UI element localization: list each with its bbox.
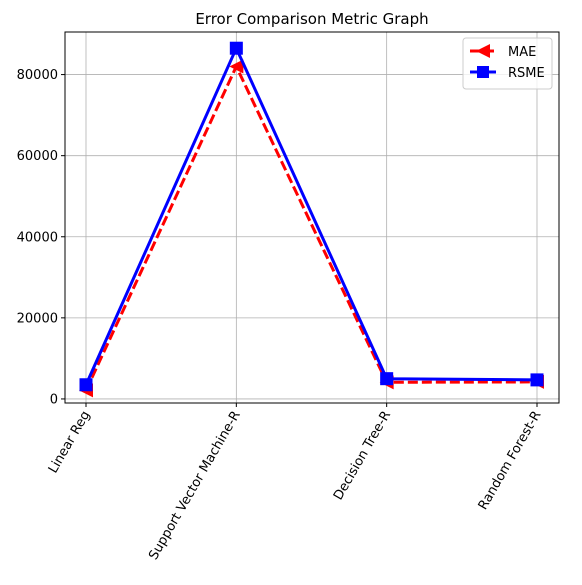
legend-entry-mae: MAE xyxy=(470,44,536,60)
legend-label-rsme: RSME xyxy=(508,66,545,81)
chart-title: Error Comparison Metric Graph xyxy=(195,10,428,28)
y-tick-label: 20000 xyxy=(17,311,58,326)
x-tick-label: Decision Tree-R xyxy=(331,409,394,503)
data-point-rsme xyxy=(380,372,394,386)
x-tick-label: Support Vector Machine-R xyxy=(146,409,244,563)
x-axis: Linear Reg Support Vector Machine-R Decisi… xyxy=(46,403,545,563)
data-point-rsme xyxy=(79,378,93,392)
series-lines xyxy=(79,41,544,398)
y-tick-label: 40000 xyxy=(17,230,58,245)
legend-marker-rsme xyxy=(477,66,489,78)
plot-frame xyxy=(64,31,560,404)
x-tick-label: Linear Reg xyxy=(46,409,94,476)
series-line-rsme xyxy=(84,46,538,386)
y-tick-label: 80000 xyxy=(17,68,58,83)
series-line-mae xyxy=(84,65,538,392)
y-tick-label: 0 xyxy=(50,392,58,407)
y-tick-label: 60000 xyxy=(17,149,58,164)
data-point-rsme xyxy=(530,373,544,387)
legend-entry-rsme: RSME xyxy=(470,66,545,81)
data-point-rsme xyxy=(229,41,243,55)
legend-marker-mae xyxy=(476,44,490,58)
y-axis: 0 20000 40000 60000 80000 xyxy=(17,68,65,407)
legend-label-mae: MAE xyxy=(508,45,536,60)
data-point-mae xyxy=(229,59,244,74)
legend: MAE RSME xyxy=(462,37,553,90)
x-tick-label: Random Forest-R xyxy=(476,409,545,513)
